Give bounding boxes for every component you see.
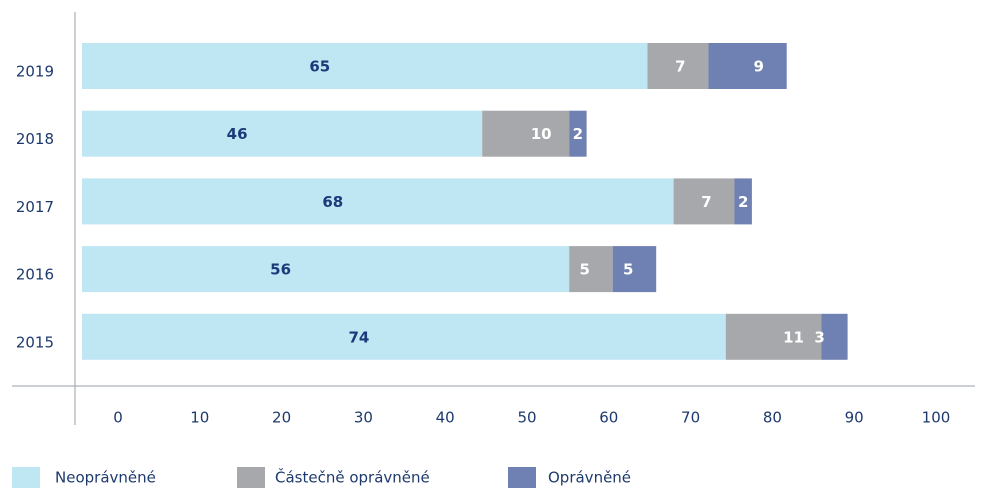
- value-label: 56: [270, 261, 291, 279]
- bar-segment: [673, 178, 735, 225]
- bar-segment: [82, 43, 648, 89]
- bar-segment: [82, 313, 726, 360]
- bar-segment: [708, 43, 787, 89]
- value-label: 5: [623, 261, 633, 279]
- bar-segment: [734, 178, 752, 225]
- x-tick-label: 20: [272, 409, 291, 427]
- value-label: 2: [573, 125, 583, 143]
- value-label: 74: [348, 328, 369, 346]
- x-tick-label: 100: [922, 409, 951, 427]
- x-tick-label: 60: [599, 409, 618, 427]
- legend-swatch: [508, 467, 536, 488]
- legend-label: Částečně oprávněné: [275, 468, 430, 487]
- bar-segment: [569, 110, 587, 157]
- y-tick-label: 2018: [16, 130, 54, 148]
- legend-swatch: [237, 467, 265, 488]
- y-tick-label: 2016: [16, 266, 54, 284]
- x-tick-label: 40: [436, 409, 455, 427]
- x-tick-label: 30: [354, 409, 373, 427]
- value-label: 68: [322, 193, 343, 211]
- x-tick-label: 50: [517, 409, 536, 427]
- value-label: 5: [579, 261, 589, 279]
- bar-segment: [569, 246, 613, 293]
- value-label: 7: [675, 58, 685, 76]
- value-label: 3: [814, 328, 824, 346]
- bar-segment: [82, 246, 570, 293]
- x-tick-label: 80: [763, 409, 782, 427]
- value-label: 46: [227, 125, 248, 143]
- bar-segment: [82, 178, 674, 225]
- legend-label: Neoprávněné: [55, 469, 156, 487]
- bar-segment: [647, 43, 709, 89]
- value-label: 7: [701, 193, 711, 211]
- x-tick-label: 10: [190, 409, 209, 427]
- y-tick-label: 2015: [16, 333, 54, 351]
- bar-segment: [482, 110, 570, 157]
- value-label: 11: [783, 328, 804, 346]
- bar-segment: [612, 246, 657, 293]
- x-tick-label: 0: [113, 409, 123, 427]
- value-label: 65: [309, 58, 330, 76]
- x-tick-label: 70: [681, 409, 700, 427]
- legend-label: Oprávněné: [548, 469, 631, 487]
- y-tick-label: 2019: [16, 63, 54, 81]
- x-tick-label: 90: [845, 409, 864, 427]
- value-label: 2: [738, 193, 748, 211]
- value-label: 9: [753, 58, 763, 76]
- y-tick-label: 2017: [16, 198, 54, 216]
- bar-segment: [725, 313, 822, 360]
- bar-segment: [821, 313, 848, 360]
- bar-segment: [82, 110, 483, 157]
- value-label: 10: [531, 125, 552, 143]
- legend-swatch: [12, 467, 40, 488]
